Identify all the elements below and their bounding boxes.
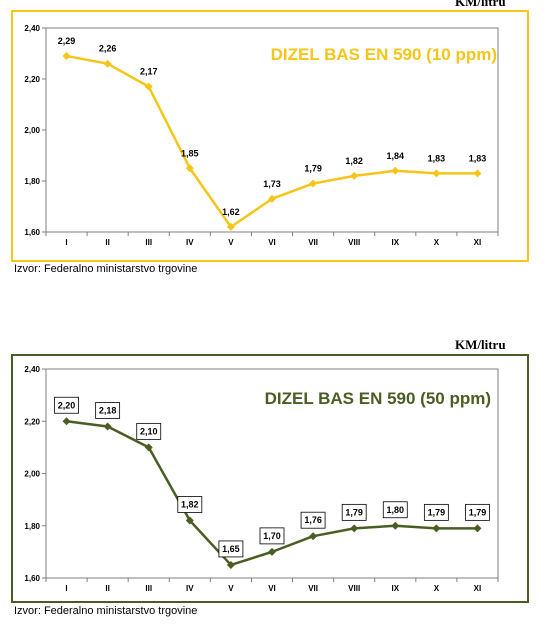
x-tick-label: VI [268,584,276,593]
x-tick-label: VIII [348,584,360,593]
data-point [62,52,71,61]
y-tick-label: 2,40 [24,365,40,374]
data-label-box [136,422,162,440]
data-label: 1,62 [222,207,240,217]
data-label: 2,17 [140,67,158,77]
source-note-1: Izvor: Federalno ministarstvo trgovine [14,263,198,275]
x-tick-label: I [65,238,67,247]
data-label-box [54,396,79,414]
x-tick-label: III [145,584,152,593]
x-tick-label: IV [186,238,194,247]
data-label: 1,80 [387,505,405,515]
data-label: 1,79 [345,507,363,517]
y-tick-label: 2,00 [24,470,40,479]
unit-label-1: KM/litru [455,0,506,9]
x-tick-label: X [434,238,440,247]
data-label: 1,70 [263,531,281,541]
data-label-box [465,503,490,521]
x-tick-label: VII [308,238,318,247]
data-point [473,524,482,533]
data-point [144,82,153,91]
data-point [268,547,276,556]
x-tick-label: III [145,238,152,247]
data-point [226,222,235,231]
x-tick-label: VI [268,238,276,247]
data-label-box [218,540,244,558]
data-label: 2,18 [99,405,117,415]
data-point [350,524,359,533]
data-label-box [300,511,326,529]
chart-frame-1 [11,10,529,262]
data-point [185,164,194,173]
data-label-box [259,527,285,545]
data-point [432,524,441,533]
y-tick-label: 2,20 [24,75,40,84]
x-tick-label: V [228,584,234,593]
data-label: 1,79 [469,507,487,517]
data-point [268,194,276,203]
data-label: 1,82 [345,156,363,166]
data-label: 2,29 [58,36,76,46]
data-label-box [177,496,203,513]
x-tick-label: I [65,584,67,593]
source-note-2: Izvor: Federalno ministarstvo trgovine [14,605,198,617]
y-tick-label: 2,40 [24,24,40,33]
x-tick-label: IX [391,584,399,593]
data-point [226,560,235,569]
data-point [432,169,441,178]
y-tick-label: 1,80 [24,177,40,186]
data-label: 2,20 [58,400,76,410]
data-point [185,516,194,525]
y-tick-label: 1,60 [24,228,40,237]
data-point [391,521,400,530]
data-point [309,179,318,188]
data-point [391,166,400,175]
y-tick-label: 1,80 [24,522,40,531]
data-label-box [95,402,121,419]
data-label: 1,84 [387,151,405,161]
data-point [309,532,318,541]
x-tick-label: VIII [348,238,360,247]
data-label-box [382,501,408,519]
x-tick-label: II [105,584,109,593]
chart-frame-2 [11,354,529,603]
data-label: 1,76 [304,515,322,525]
x-tick-label: II [105,238,109,247]
data-label: 1,83 [428,153,446,163]
data-point [350,171,359,180]
data-label: 1,83 [469,153,487,163]
x-tick-label: XI [474,238,482,247]
chart-title: DIZEL BAS EN 590 (10 ppm) [271,45,497,64]
data-point [62,417,71,426]
data-label-box [341,503,367,521]
x-tick-label: VII [308,584,318,593]
data-point [144,443,153,452]
data-label: 1,65 [222,544,240,554]
data-label: 1,85 [181,148,199,158]
data-label-box [423,503,449,521]
unit-label-2: KM/litru [455,337,506,352]
x-tick-label: IX [391,238,399,247]
data-label: 1,82 [181,500,199,510]
x-tick-label: IV [186,584,194,593]
data-label: 1,79 [428,507,446,517]
data-point [473,169,482,178]
y-tick-label: 2,20 [24,417,40,426]
data-point [103,59,112,68]
data-point [103,422,112,431]
data-label: 1,79 [304,164,322,174]
data-label: 2,26 [99,44,117,54]
x-tick-label: XI [474,584,482,593]
y-tick-label: 2,00 [24,126,40,135]
x-tick-label: V [228,238,234,247]
chart-title: DIZEL BAS EN 590 (50 ppm) [265,389,491,408]
y-tick-label: 1,60 [24,574,40,583]
x-tick-label: X [434,584,440,593]
data-label: 2,10 [140,426,158,436]
data-label: 1,73 [263,179,281,189]
